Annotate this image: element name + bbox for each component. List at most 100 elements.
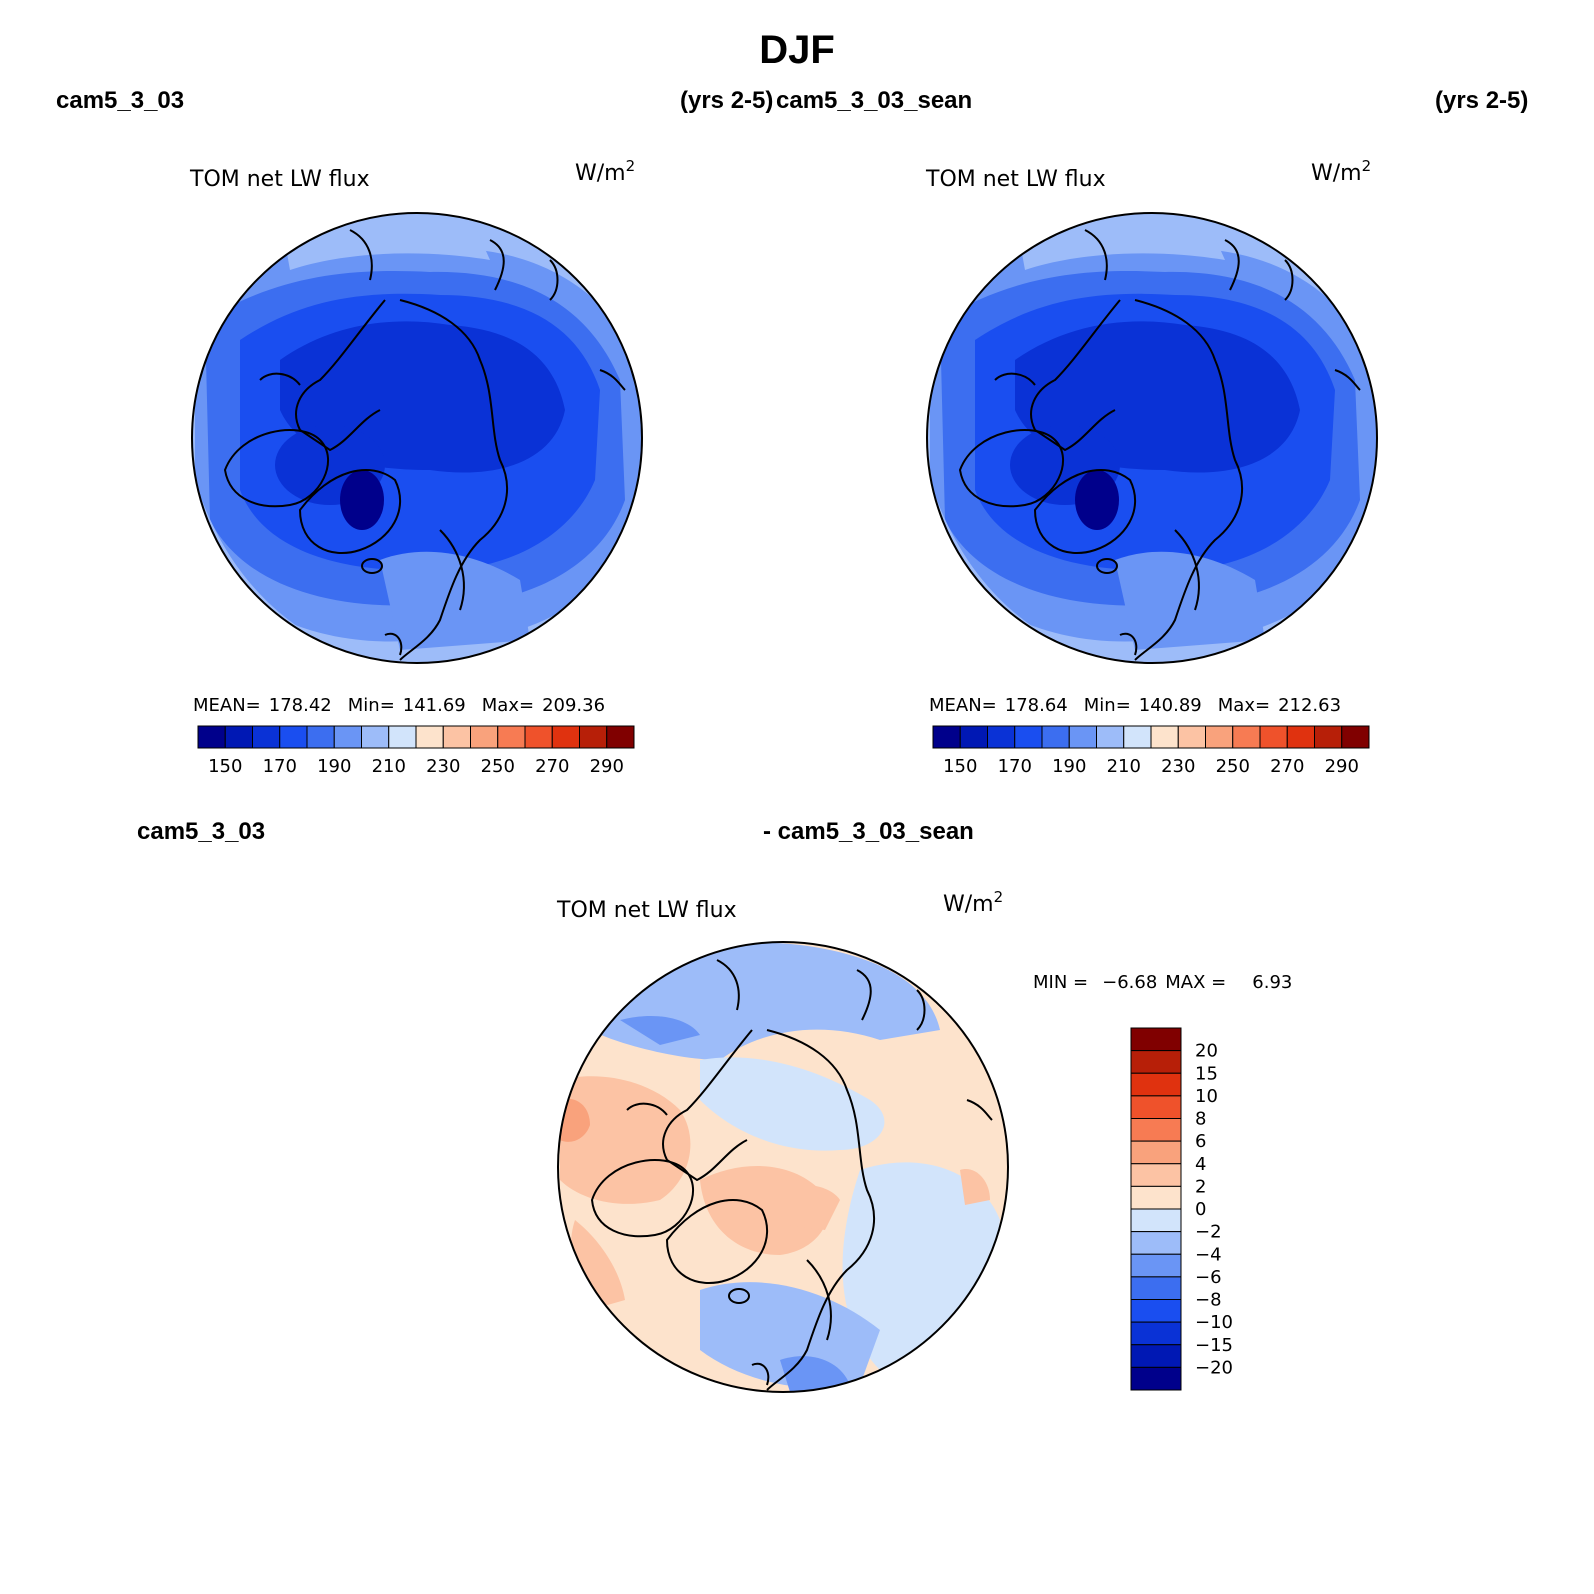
panel2-colorbar-label: 290 [1325, 756, 1359, 777]
diff-colorbar-swatch [1130, 1321, 1182, 1346]
diff-colorbar-swatch [1130, 1050, 1182, 1074]
panel2-colorbar-labels: 150 170 190 210 230 250 270 290 [943, 756, 1359, 777]
diff-case-b: - cam5_3_03_sean [763, 818, 974, 845]
panel2-colorbar-swatch [1096, 725, 1125, 749]
diff-colorbar-label: 4 [1195, 1154, 1206, 1175]
panel1-colorbar-swatch [470, 725, 499, 749]
diff-map [558, 942, 1008, 1392]
panel2-colorbar-swatch [1314, 725, 1343, 749]
panel2-colorbar-swatch [1041, 725, 1070, 749]
panel1-variable: TOM net LW flux [189, 167, 370, 192]
diff-colorbar-label: −2 [1195, 1222, 1222, 1243]
panel1-colorbar-labels: 150 170 190 210 230 250 270 290 [208, 756, 624, 777]
panel1-colorbar-swatch [551, 725, 580, 749]
panel1-colorbar-label: 270 [535, 756, 569, 777]
diff-colorbar-swatch [1130, 1366, 1182, 1391]
panel1-coastlines [223, 229, 626, 661]
panel1-colorbar-label: 190 [317, 756, 351, 777]
panel2-colorbar-swatch [1232, 725, 1261, 749]
panel2-colorbar-swatch [1205, 725, 1234, 749]
panel2-colorbar [932, 725, 1370, 749]
panel2-colorbar-label: 210 [1107, 756, 1141, 777]
diff-coastlines [590, 959, 993, 1391]
diff-colorbar-label: −8 [1195, 1290, 1222, 1311]
panel1-colorbar-swatch [252, 725, 281, 749]
panel1-case-name: cam5_3_03 [56, 87, 185, 114]
diff-map-border [557, 941, 1009, 1393]
panel1-colorbar-swatch [497, 725, 526, 749]
panel1-colorbar-label: 210 [372, 756, 406, 777]
panel1-colorbar-label: 170 [263, 756, 297, 777]
panel1-colorbar-swatch [279, 725, 308, 749]
panel1-colorbar-swatch [442, 725, 471, 749]
panel1-units: W/m2 [575, 157, 635, 186]
diff-colorbar-label: −20 [1195, 1357, 1233, 1378]
diff-units: W/m2 [943, 888, 1003, 917]
panel2-colorbar-label: 190 [1052, 756, 1086, 777]
diff-colorbar-swatch [1130, 1140, 1182, 1165]
panel2-colorbar-label: 150 [943, 756, 977, 777]
diff-colorbar-swatch [1130, 1276, 1182, 1300]
panel1-colorbar [197, 725, 635, 749]
panel1-colorbar-swatch [333, 725, 362, 749]
panel1-colorbar-label: 150 [208, 756, 242, 777]
panel1-years: (yrs 2-5) [680, 87, 774, 114]
diff-colorbar-label: 15 [1195, 1063, 1218, 1084]
diff-case-a: cam5_3_03 [137, 818, 266, 845]
panel2-coastlines [958, 229, 1361, 661]
diff-colorbar-swatch [1130, 1344, 1182, 1368]
panel2-colorbar-swatch [1014, 725, 1043, 749]
panel1-colorbar-label: 290 [590, 756, 624, 777]
panel2-colorbar-label: 170 [998, 756, 1032, 777]
diff-colorbar-swatch [1130, 1299, 1182, 1323]
panel2-colorbar-label: 250 [1216, 756, 1250, 777]
diff-colorbar-label: 0 [1195, 1199, 1206, 1220]
panel1-colorbar-label: 250 [481, 756, 515, 777]
panel1-colorbar-swatch [579, 725, 608, 749]
diff-colorbar-swatch [1130, 1231, 1182, 1255]
panel1-colorbar-swatch [197, 725, 226, 749]
diff-colorbar-swatch [1130, 1095, 1182, 1119]
panel1-colorbar-swatch [415, 725, 444, 749]
panel2-colorbar-label: 230 [1161, 756, 1195, 777]
panel2-map [927, 213, 1377, 663]
diff-colorbar [1130, 1027, 1182, 1391]
diff-colorbar-swatch [1130, 1163, 1182, 1187]
diff-colorbar-label: 10 [1195, 1086, 1218, 1107]
panel2-colorbar-swatch [932, 725, 961, 749]
panel2-colorbar-swatch [1068, 725, 1097, 749]
panel1-colorbar-swatch [361, 725, 390, 749]
diff-colorbar-swatch [1130, 1027, 1182, 1052]
panel2-colorbar-swatch [1123, 725, 1152, 749]
panel2-years: (yrs 2-5) [1435, 87, 1529, 114]
panel2-units: W/m2 [1311, 157, 1371, 186]
panel2-colorbar-swatch [1150, 725, 1179, 749]
panel2-colorbar-swatch [1286, 725, 1315, 749]
panel2-stats: MEAN= 178.64 Min= 140.89 Max= 212.63 [929, 695, 1341, 716]
diff-colorbar-label: −15 [1195, 1335, 1233, 1356]
diff-colorbar-swatch [1130, 1253, 1182, 1278]
diff-colorbar-swatch [1130, 1118, 1182, 1142]
diff-colorbar-label: −10 [1195, 1312, 1233, 1333]
panel2-case-name: cam5_3_03_sean [776, 87, 973, 114]
diff-colorbar-label: 6 [1195, 1131, 1206, 1152]
diff-variable: TOM net LW flux [556, 898, 737, 923]
panel1-colorbar-swatch [306, 725, 335, 749]
panel2-colorbar-swatch [959, 725, 988, 749]
diff-colorbar-label: 8 [1195, 1109, 1206, 1130]
panel2-variable: TOM net LW flux [925, 167, 1106, 192]
diff-stats: MIN = −6.68 MAX = 6.93 [1033, 972, 1292, 993]
diff-colorbar-label: 2 [1195, 1176, 1206, 1197]
diff-colorbar-swatch [1130, 1208, 1182, 1233]
diff-colorbar-swatch [1130, 1072, 1182, 1097]
diff-colorbar-label: −4 [1195, 1244, 1222, 1265]
panel1-colorbar-swatch [524, 725, 553, 749]
panel1-colorbar-swatch [224, 725, 253, 749]
panel1-stats: MEAN= 178.42 Min= 141.69 Max= 209.36 [193, 695, 605, 716]
figure-title: DJF [759, 28, 835, 72]
panel2-colorbar-swatch [987, 725, 1016, 749]
panel1-colorbar-swatch [388, 725, 417, 749]
panel2-colorbar-label: 270 [1270, 756, 1304, 777]
diff-colorbar-label: −6 [1195, 1267, 1222, 1288]
